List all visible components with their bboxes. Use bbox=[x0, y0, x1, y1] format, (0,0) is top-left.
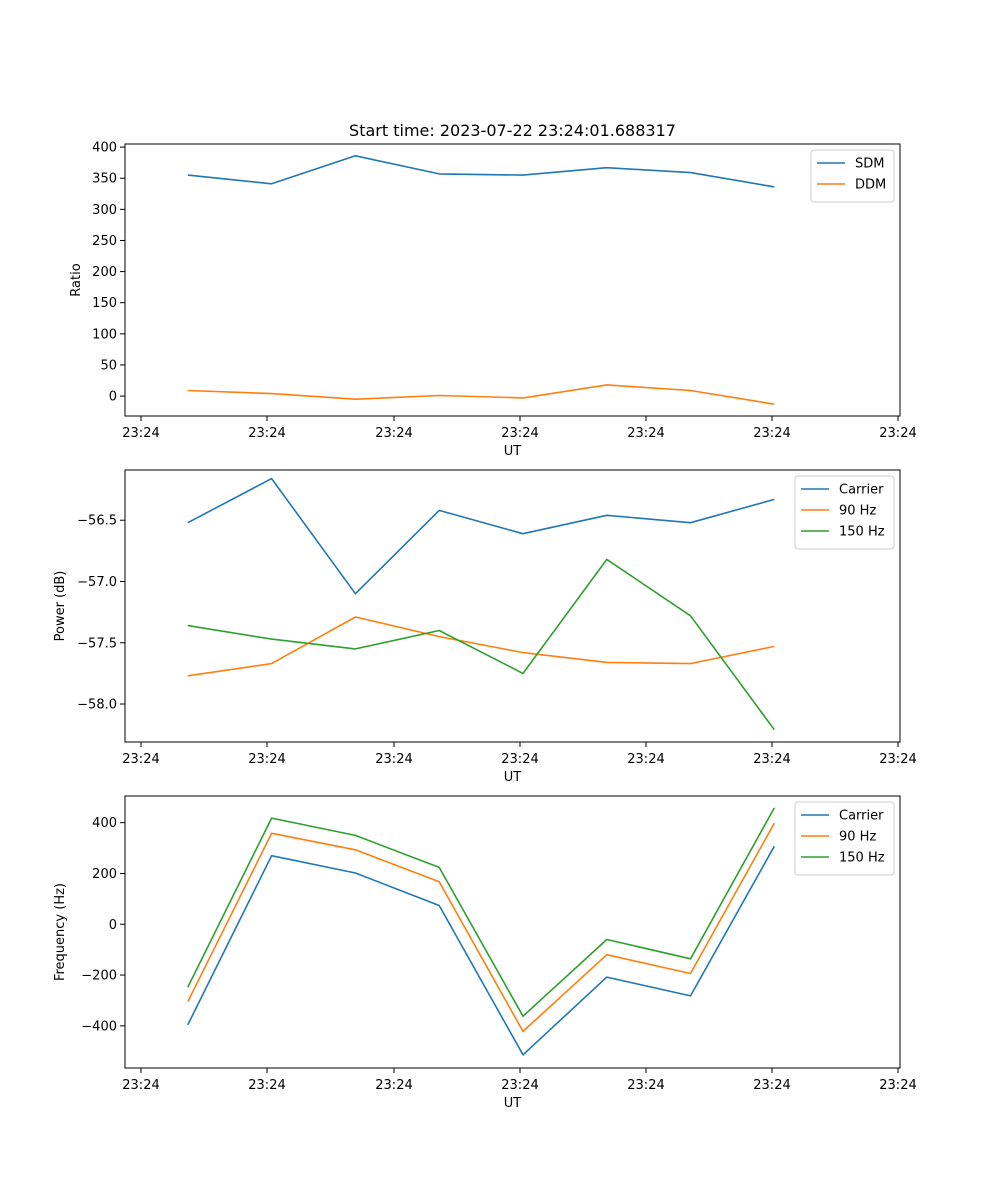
subplot-3: 23:24 23:24 23:24 23:24 23:24 23:24 23:24 −400 −… bbox=[53, 795, 917, 1111]
y-tick-label: 50 bbox=[100, 358, 117, 373]
x-tick-label: 23:24 bbox=[122, 426, 159, 441]
series-line-carrier bbox=[187, 477, 775, 595]
x-tick-label: 23:24 bbox=[248, 752, 285, 767]
x-axis-label: UT bbox=[504, 770, 522, 785]
y-tick-label: 150 bbox=[92, 296, 117, 311]
subplot-2: 23:24 23:24 23:24 23:24 23:24 23:24 23:24 −58.0… bbox=[53, 469, 917, 785]
y-tick-label: 200 bbox=[92, 867, 117, 882]
legend-label: SDM bbox=[855, 157, 884, 172]
series-line-carrier bbox=[187, 845, 775, 1056]
y-tick-label: 0 bbox=[109, 918, 117, 933]
series-line-90-hz bbox=[187, 616, 775, 677]
legend-label: Carrier bbox=[839, 483, 884, 498]
y-tick-label: 300 bbox=[92, 203, 117, 218]
x-tick-label: 23:24 bbox=[627, 752, 664, 767]
x-tick-label: 23:24 bbox=[501, 426, 538, 441]
subplots: 23:24 23:24 23:24 23:24 23:24 23:24 23:24 0 50 10… bbox=[53, 141, 917, 1111]
legend-label: 150 Hz bbox=[839, 525, 885, 540]
legend-label: 90 Hz bbox=[839, 830, 876, 845]
y-tick-label: 350 bbox=[92, 172, 117, 187]
x-tick-label: 23:24 bbox=[627, 426, 664, 441]
x-tick-label: 23:24 bbox=[375, 1078, 412, 1093]
x-tick-label: 23:24 bbox=[753, 1078, 790, 1093]
y-tick-label: 100 bbox=[92, 327, 117, 342]
y-axis-label: Power (dB) bbox=[53, 571, 68, 642]
y-tick-label: −58.0 bbox=[77, 698, 117, 713]
x-tick-label: 23:24 bbox=[879, 426, 916, 441]
series-line-sdm bbox=[187, 155, 775, 188]
x-tick-label: 23:24 bbox=[753, 426, 790, 441]
subplot-1: 23:24 23:24 23:24 23:24 23:24 23:24 23:24 0 50 10… bbox=[69, 141, 917, 459]
legend-label: 90 Hz bbox=[839, 504, 876, 519]
axes-frame bbox=[124, 795, 901, 1069]
y-tick-label: −57.0 bbox=[77, 575, 117, 590]
legend: Carrier 90 Hz 150 Hz bbox=[794, 801, 895, 876]
y-tick-label: 250 bbox=[92, 234, 117, 249]
legend: Carrier 90 Hz 150 Hz bbox=[794, 475, 895, 550]
x-tick-label: 23:24 bbox=[501, 752, 538, 767]
legend: SDM DDM bbox=[810, 149, 895, 203]
x-axis-label: UT bbox=[504, 444, 522, 459]
series-line-90-hz bbox=[187, 822, 775, 1033]
y-axis-label: Ratio bbox=[69, 263, 84, 296]
legend-label: Carrier bbox=[839, 809, 884, 824]
x-tick-label: 23:24 bbox=[248, 1078, 285, 1093]
x-tick-label: 23:24 bbox=[879, 1078, 916, 1093]
axes-frame bbox=[124, 469, 901, 743]
y-tick-label: 200 bbox=[92, 265, 117, 280]
x-tick-label: 23:24 bbox=[122, 1078, 159, 1093]
legend-label: 150 Hz bbox=[839, 851, 885, 866]
series-line-150-hz bbox=[187, 558, 775, 731]
y-axis-label: Frequency (Hz) bbox=[53, 883, 68, 981]
series-line-ddm bbox=[187, 384, 775, 405]
x-tick-label: 23:24 bbox=[375, 426, 412, 441]
y-tick-label: −400 bbox=[81, 1019, 117, 1034]
x-tick-label: 23:24 bbox=[627, 1078, 664, 1093]
x-tick-label: 23:24 bbox=[753, 752, 790, 767]
x-tick-label: 23:24 bbox=[501, 1078, 538, 1093]
x-tick-label: 23:24 bbox=[248, 426, 285, 441]
y-tick-label: −200 bbox=[81, 969, 117, 984]
y-tick-label: 0 bbox=[109, 390, 117, 405]
figure-title: Start time: 2023-07-22 23:24:01.688317 bbox=[349, 121, 676, 140]
series-line-150-hz bbox=[187, 807, 775, 1018]
x-axis-label: UT bbox=[504, 1096, 522, 1111]
axes-frame bbox=[124, 143, 901, 417]
y-tick-label: −57.5 bbox=[77, 636, 117, 651]
y-tick-label: 400 bbox=[92, 141, 117, 156]
x-tick-label: 23:24 bbox=[375, 752, 412, 767]
x-tick-label: 23:24 bbox=[122, 752, 159, 767]
legend-label: DDM bbox=[855, 178, 886, 193]
x-tick-label: 23:24 bbox=[879, 752, 916, 767]
y-tick-label: 400 bbox=[92, 816, 117, 831]
y-tick-label: −56.5 bbox=[77, 514, 117, 529]
